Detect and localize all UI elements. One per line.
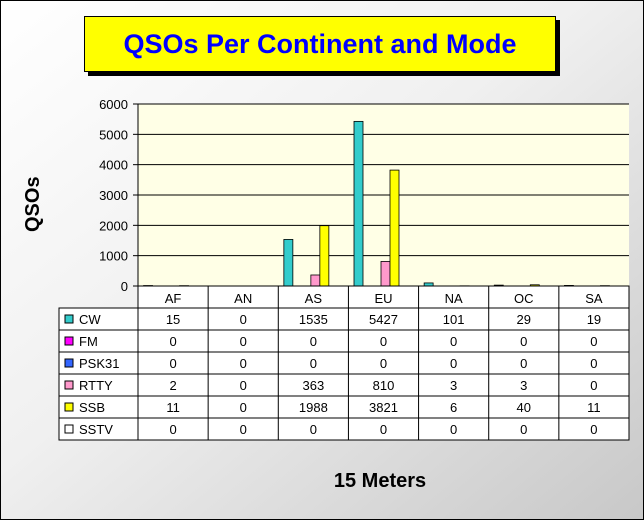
- data-label: 0: [310, 356, 317, 371]
- chart-title: QSOs Per Continent and Mode: [123, 28, 517, 59]
- data-label: 0: [590, 422, 597, 437]
- data-label: 0: [380, 356, 387, 371]
- x-category-label: SA: [585, 291, 603, 306]
- data-label: 29: [517, 312, 531, 327]
- data-label: 1535: [299, 312, 328, 327]
- legend-key-fm: [64, 336, 74, 346]
- y-tick-label: 2000: [99, 218, 128, 233]
- data-label: 0: [450, 422, 457, 437]
- data-label: 0: [240, 422, 247, 437]
- data-label: 0: [450, 334, 457, 349]
- legend-label-rtty: RTTY: [79, 378, 113, 393]
- data-label: 0: [169, 356, 176, 371]
- data-label: 19: [587, 312, 601, 327]
- data-label: 6: [450, 400, 457, 415]
- y-tick-label: 4000: [99, 158, 128, 173]
- x-axis-label: 15 Meters: [333, 470, 427, 492]
- data-label: 363: [303, 378, 325, 393]
- data-label: 0: [240, 334, 247, 349]
- data-label: 15: [166, 312, 180, 327]
- legend-label-psk31: PSK31: [79, 356, 119, 371]
- y-tick-label: 6000: [99, 97, 128, 112]
- x-category-label: OC: [514, 291, 534, 306]
- data-label: 2: [169, 378, 176, 393]
- data-label: 0: [310, 422, 317, 437]
- data-label: 0: [520, 356, 527, 371]
- bar-ssb-as: [319, 225, 330, 287]
- data-label: 0: [380, 334, 387, 349]
- data-label: 0: [380, 422, 387, 437]
- bar-cw-as: [283, 239, 294, 287]
- data-label: 0: [240, 356, 247, 371]
- data-label: 3: [520, 378, 527, 393]
- y-tick-label: 5000: [99, 127, 128, 142]
- y-tick-label: 0: [121, 279, 128, 294]
- data-label: 1988: [299, 400, 328, 415]
- bar-rtty-eu: [380, 261, 391, 287]
- legend-label-fm: FM: [79, 334, 98, 349]
- data-label: 810: [373, 378, 395, 393]
- legend-key-ssb: [64, 402, 74, 412]
- y-tick-label: 3000: [99, 188, 128, 203]
- data-label: 0: [450, 356, 457, 371]
- data-label: 11: [166, 400, 180, 415]
- x-category-label: AS: [305, 291, 323, 306]
- data-label: 0: [240, 312, 247, 327]
- x-category-label: NA: [445, 291, 463, 306]
- data-label: 40: [517, 400, 531, 415]
- bar-ssb-eu: [389, 169, 400, 287]
- data-label: 11: [587, 400, 601, 415]
- data-label: 0: [169, 422, 176, 437]
- data-label: 3: [450, 378, 457, 393]
- data-label: 0: [590, 356, 597, 371]
- data-label: 0: [520, 422, 527, 437]
- data-label: 0: [240, 378, 247, 393]
- data-label: 0: [590, 334, 597, 349]
- bar-rtty-as: [310, 274, 321, 287]
- data-label: 5427: [369, 312, 398, 327]
- legend-label-ssb: SSB: [79, 400, 105, 415]
- legend-key-psk31: [64, 358, 74, 368]
- x-category-label: AF: [165, 291, 182, 306]
- legend-key-rtty: [64, 380, 74, 390]
- y-tick-label: 1000: [99, 249, 128, 264]
- data-label: 0: [240, 400, 247, 415]
- data-label: 101: [443, 312, 465, 327]
- legend-key-cw: [64, 314, 74, 324]
- data-label: 0: [590, 378, 597, 393]
- data-label: 3821: [369, 400, 398, 415]
- data-label: 0: [169, 334, 176, 349]
- data-label: 0: [310, 334, 317, 349]
- legend-key-sstv: [64, 424, 74, 434]
- x-category-label: EU: [374, 291, 392, 306]
- x-category-label: AN: [234, 291, 252, 306]
- legend-label-sstv: SSTV: [79, 422, 113, 437]
- data-label: 0: [520, 334, 527, 349]
- chart-title-box: QSOs Per Continent and Mode: [84, 16, 556, 72]
- legend-label-cw: CW: [79, 312, 101, 327]
- bar-cw-eu: [353, 120, 364, 287]
